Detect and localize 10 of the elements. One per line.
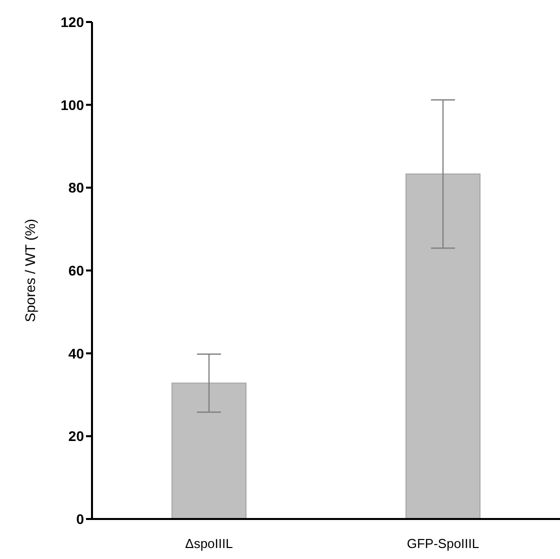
- y-tick-label: 20: [68, 428, 84, 444]
- y-tick-label: 100: [60, 96, 84, 113]
- y-tick-label: 40: [68, 345, 84, 362]
- y-tick-label: 0: [76, 510, 84, 527]
- x-tick-label: GFP-SpoIIIL: [406, 536, 480, 552]
- y-axis-title: Spores / WT (%): [22, 218, 38, 322]
- y-tick-label: 120: [60, 14, 84, 30]
- y-tick-label: 80: [68, 180, 84, 196]
- x-tick-label: ΔspoIIIL: [185, 536, 233, 552]
- y-tick-label: 60: [68, 262, 84, 278]
